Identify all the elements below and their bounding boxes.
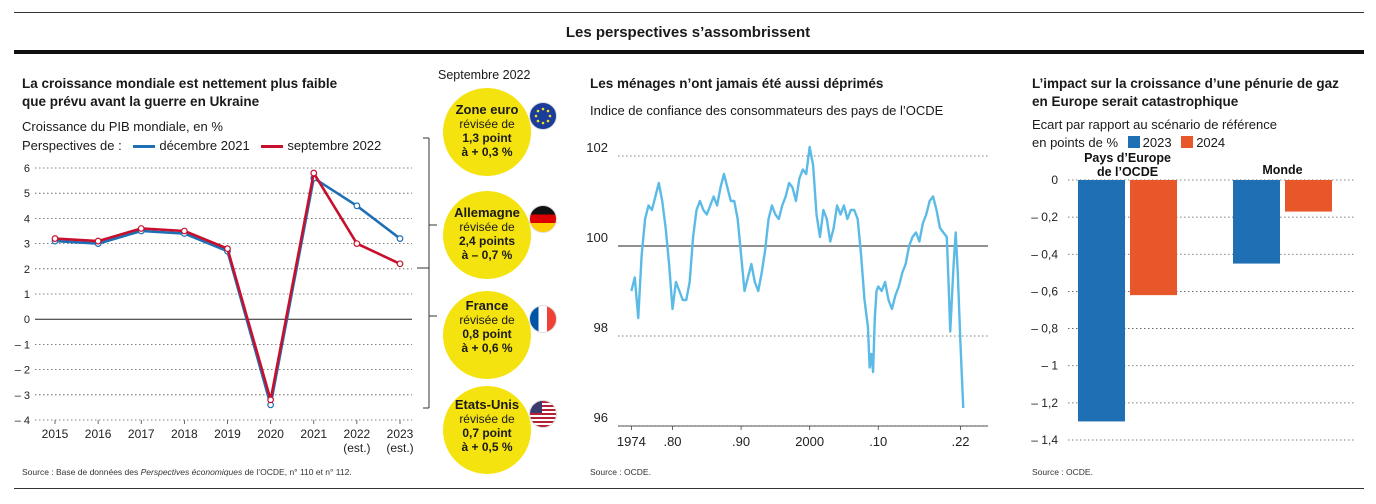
category-label: Pays d’Europe	[1084, 151, 1171, 165]
panel3-subtitle: Ecart par rapport au scénario de référen…	[1032, 117, 1277, 132]
x-tick-label: 2016	[85, 427, 112, 441]
y-tick-label: 98	[594, 320, 608, 335]
panel1-title: La croissance mondiale est nettement plu…	[22, 76, 338, 109]
x-tick-label: (est.)	[343, 441, 370, 455]
data-point	[180, 227, 188, 235]
data-point	[51, 235, 59, 242]
panel1-legend: Perspectives de : décembre 2021 septembr…	[22, 137, 381, 154]
y-tick-label: 4	[24, 213, 30, 225]
panel2-title: Les ménages n’ont jamais été aussi dépri…	[590, 76, 884, 91]
data-point	[310, 169, 318, 177]
x-tick-label: 2023	[387, 427, 414, 441]
y-tick-label: – 3	[15, 390, 30, 402]
y-tick-label: – 0,8	[1031, 322, 1058, 336]
legend-swatch-dec2021	[133, 145, 156, 149]
data-point	[94, 237, 102, 245]
x-tick-label: 2015	[42, 427, 69, 441]
series-line-sep2022	[54, 171, 401, 402]
y-tick-label: – 1	[1041, 359, 1058, 373]
legend-swatch-sep2022	[261, 145, 284, 149]
y-tick-label: 6	[24, 163, 30, 175]
y-tick-label: 100	[586, 230, 608, 245]
usa-flag-icon	[529, 400, 557, 428]
bubble-zone-euro: Zone euro révisée de 1,3 point à + 0,3 %	[443, 88, 531, 176]
x-tick-label: .90	[732, 434, 750, 449]
panel1-subtitle: Croissance du PIB mondiale, en %	[22, 119, 223, 134]
panel3-title: L’impact sur la croissance d’une pénurie…	[1032, 76, 1339, 109]
bubble-bracket	[417, 137, 437, 409]
x-tick-label: 2000	[795, 434, 824, 449]
x-tick-label: 2017	[128, 427, 155, 441]
y-tick-label: – 0,6	[1031, 284, 1058, 298]
confidence-line-chart: 96 98 100 102 1974 .80 .90 2000 .10 .22	[586, 140, 988, 449]
y-tick-label: 102	[586, 140, 608, 155]
y-tick-label: – 2	[15, 365, 30, 377]
x-tick-label: 2018	[171, 427, 198, 441]
top-rule	[14, 12, 1364, 13]
y-tick-label: – 4	[15, 415, 30, 427]
x-tick-label: .10	[869, 434, 887, 449]
data-point	[224, 245, 231, 253]
y-tick-label: 96	[594, 410, 608, 425]
bubble-france: France révisée de 0,8 point à + 0,6 %	[443, 291, 531, 379]
data-point	[396, 235, 404, 242]
y-tick-label: 1	[24, 289, 30, 301]
legend-prefix: Perspectives de :	[22, 138, 122, 153]
gas-impact-bar-chart: 0 – 0,2 – 0,4 – 0,6 – 0,8 – 1 – 1,2 – 1,4 Pays d…	[1031, 151, 1355, 447]
page-title: Les perspectives s’assombrissent	[565, 24, 811, 41]
data-point	[353, 240, 361, 247]
bubble-allemagne: Allemagne révisée de 2,4 points à – 0,7 …	[443, 191, 531, 279]
confidence-series-line	[630, 145, 965, 409]
legend-label-2023: 2023	[1142, 135, 1172, 150]
y-tick-label: 3	[24, 239, 30, 251]
legend-swatch-2024	[1181, 136, 1194, 148]
x-tick-label: .80	[663, 434, 681, 449]
series-line-dec2021	[54, 176, 401, 407]
y-tick-label: – 1	[15, 339, 30, 351]
y-tick-label: – 1,4	[1031, 433, 1058, 447]
bar-2024	[1285, 180, 1332, 212]
category-label: Monde	[1262, 163, 1302, 177]
legend-label-sep2022: septembre 2022	[287, 138, 382, 153]
y-tick-label: 5	[24, 188, 30, 200]
bar-2023	[1078, 180, 1125, 422]
category-label: de l’OCDE	[1097, 165, 1158, 179]
y-tick-label: 0	[1051, 173, 1058, 187]
bar-2024	[1130, 180, 1177, 296]
y-tick-label: 0	[24, 314, 30, 326]
x-tick-label: .22	[951, 434, 969, 449]
legend-swatch-2023	[1127, 136, 1140, 148]
y-tick-label: 2	[24, 264, 30, 276]
data-point	[267, 396, 275, 404]
x-tick-label: 2019	[214, 427, 241, 441]
x-tick-label: 1974	[617, 434, 646, 449]
panel1-source: Source : Base de données des Perspective…	[22, 467, 352, 477]
bubbles-header: Septembre 2022	[438, 68, 531, 82]
x-tick-label: 2022	[344, 427, 371, 441]
legend-label-2024: 2024	[1196, 135, 1226, 150]
bar-2023	[1233, 180, 1280, 264]
growth-line-chart: 6 5 4 3 2 1 0 – 1 – 2 – 3 – 4 2015 2016 2017 2018 2019 2…	[15, 163, 414, 455]
data-point	[396, 260, 404, 268]
bubble-etats-unis: Etats-Unis révisée de 0,7 point à + 0,5 …	[443, 386, 531, 474]
panel3-source: Source : OCDE.	[1032, 467, 1093, 477]
y-tick-label: – 0,2	[1031, 210, 1058, 224]
data-point	[137, 225, 145, 232]
data-point	[353, 202, 361, 210]
bottom-rule	[14, 488, 1364, 489]
y-tick-label: – 0,4	[1031, 247, 1058, 261]
legend-label-dec2021: décembre 2021	[159, 138, 250, 153]
x-tick-label: 2020	[257, 427, 284, 441]
x-tick-label: (est.)	[386, 441, 413, 455]
panel2-subtitle: Indice de confiance des consommateurs de…	[590, 103, 944, 118]
germany-flag-icon	[529, 205, 557, 233]
panel2-source: Source : OCDE.	[590, 467, 651, 477]
france-flag-icon	[529, 305, 557, 333]
eu-flag-icon	[529, 102, 557, 130]
x-tick-label: 2021	[300, 427, 327, 441]
panel3-legend: en points de % 2023 2024	[1032, 135, 1226, 150]
y-tick-label: – 1,2	[1031, 396, 1058, 410]
title-rule	[14, 50, 1364, 54]
